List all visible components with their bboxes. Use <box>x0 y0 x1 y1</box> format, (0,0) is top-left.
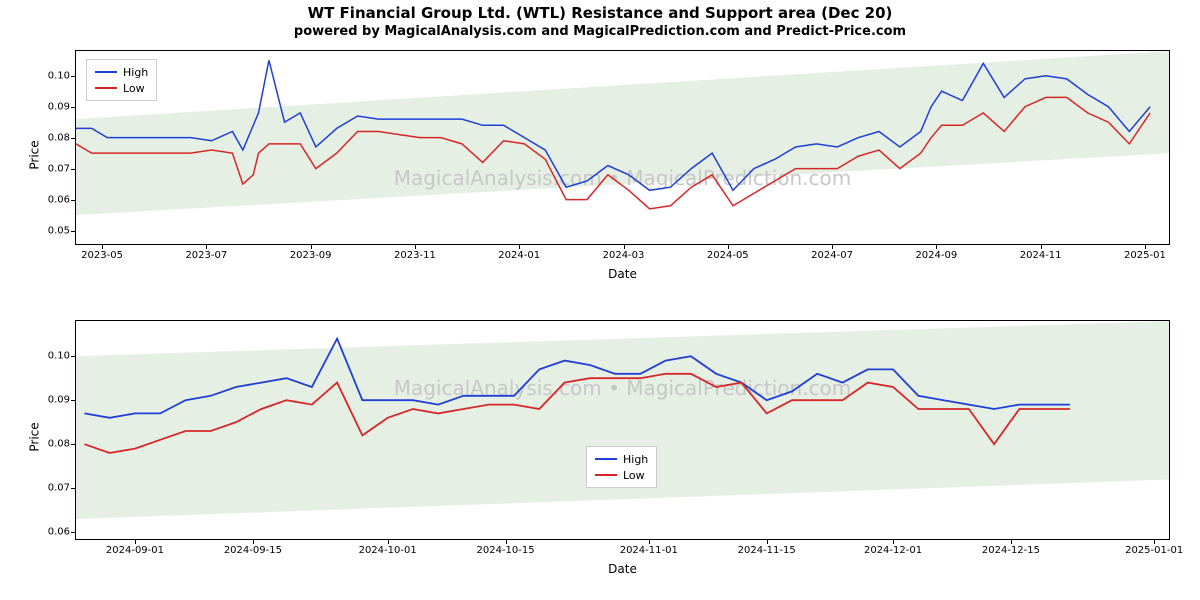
chart-subtitle: powered by MagicalAnalysis.com and Magic… <box>0 22 1200 41</box>
bottom-xlabel: Date <box>608 562 637 576</box>
legend-swatch-high <box>595 458 617 460</box>
legend-label-high: High <box>623 453 648 466</box>
legend-row-high: High <box>595 451 648 467</box>
top-xlabel: Date <box>608 267 637 281</box>
top-chart: MagicalAnalysis.com • MagicalPrediction.… <box>75 50 1170 245</box>
bottom-low-line <box>84 374 1070 453</box>
legend-label-high: High <box>123 66 148 79</box>
legend-row-low: Low <box>595 467 648 483</box>
top-ylabel: Price <box>28 140 42 169</box>
chart-title: WT Financial Group Ltd. (WTL) Resistance… <box>0 0 1200 22</box>
bottom-ylabel: Price <box>28 422 42 451</box>
legend-label-low: Low <box>623 469 645 482</box>
bottom-chart: MagicalAnalysis.com • MagicalPrediction.… <box>75 320 1170 540</box>
top-legend: High Low <box>86 59 157 101</box>
top-high-line <box>76 60 1150 190</box>
page: WT Financial Group Ltd. (WTL) Resistance… <box>0 0 1200 600</box>
top-low-line <box>76 97 1150 208</box>
bottom-high-line <box>84 339 1070 418</box>
legend-swatch-low <box>595 474 617 476</box>
legend-row-high: High <box>95 64 148 80</box>
top-chart-series <box>76 51 1169 244</box>
legend-swatch-high <box>95 71 117 73</box>
legend-row-low: Low <box>95 80 148 96</box>
bottom-chart-series <box>76 321 1169 539</box>
legend-swatch-low <box>95 87 117 89</box>
bottom-legend: High Low <box>586 446 657 488</box>
legend-label-low: Low <box>123 82 145 95</box>
